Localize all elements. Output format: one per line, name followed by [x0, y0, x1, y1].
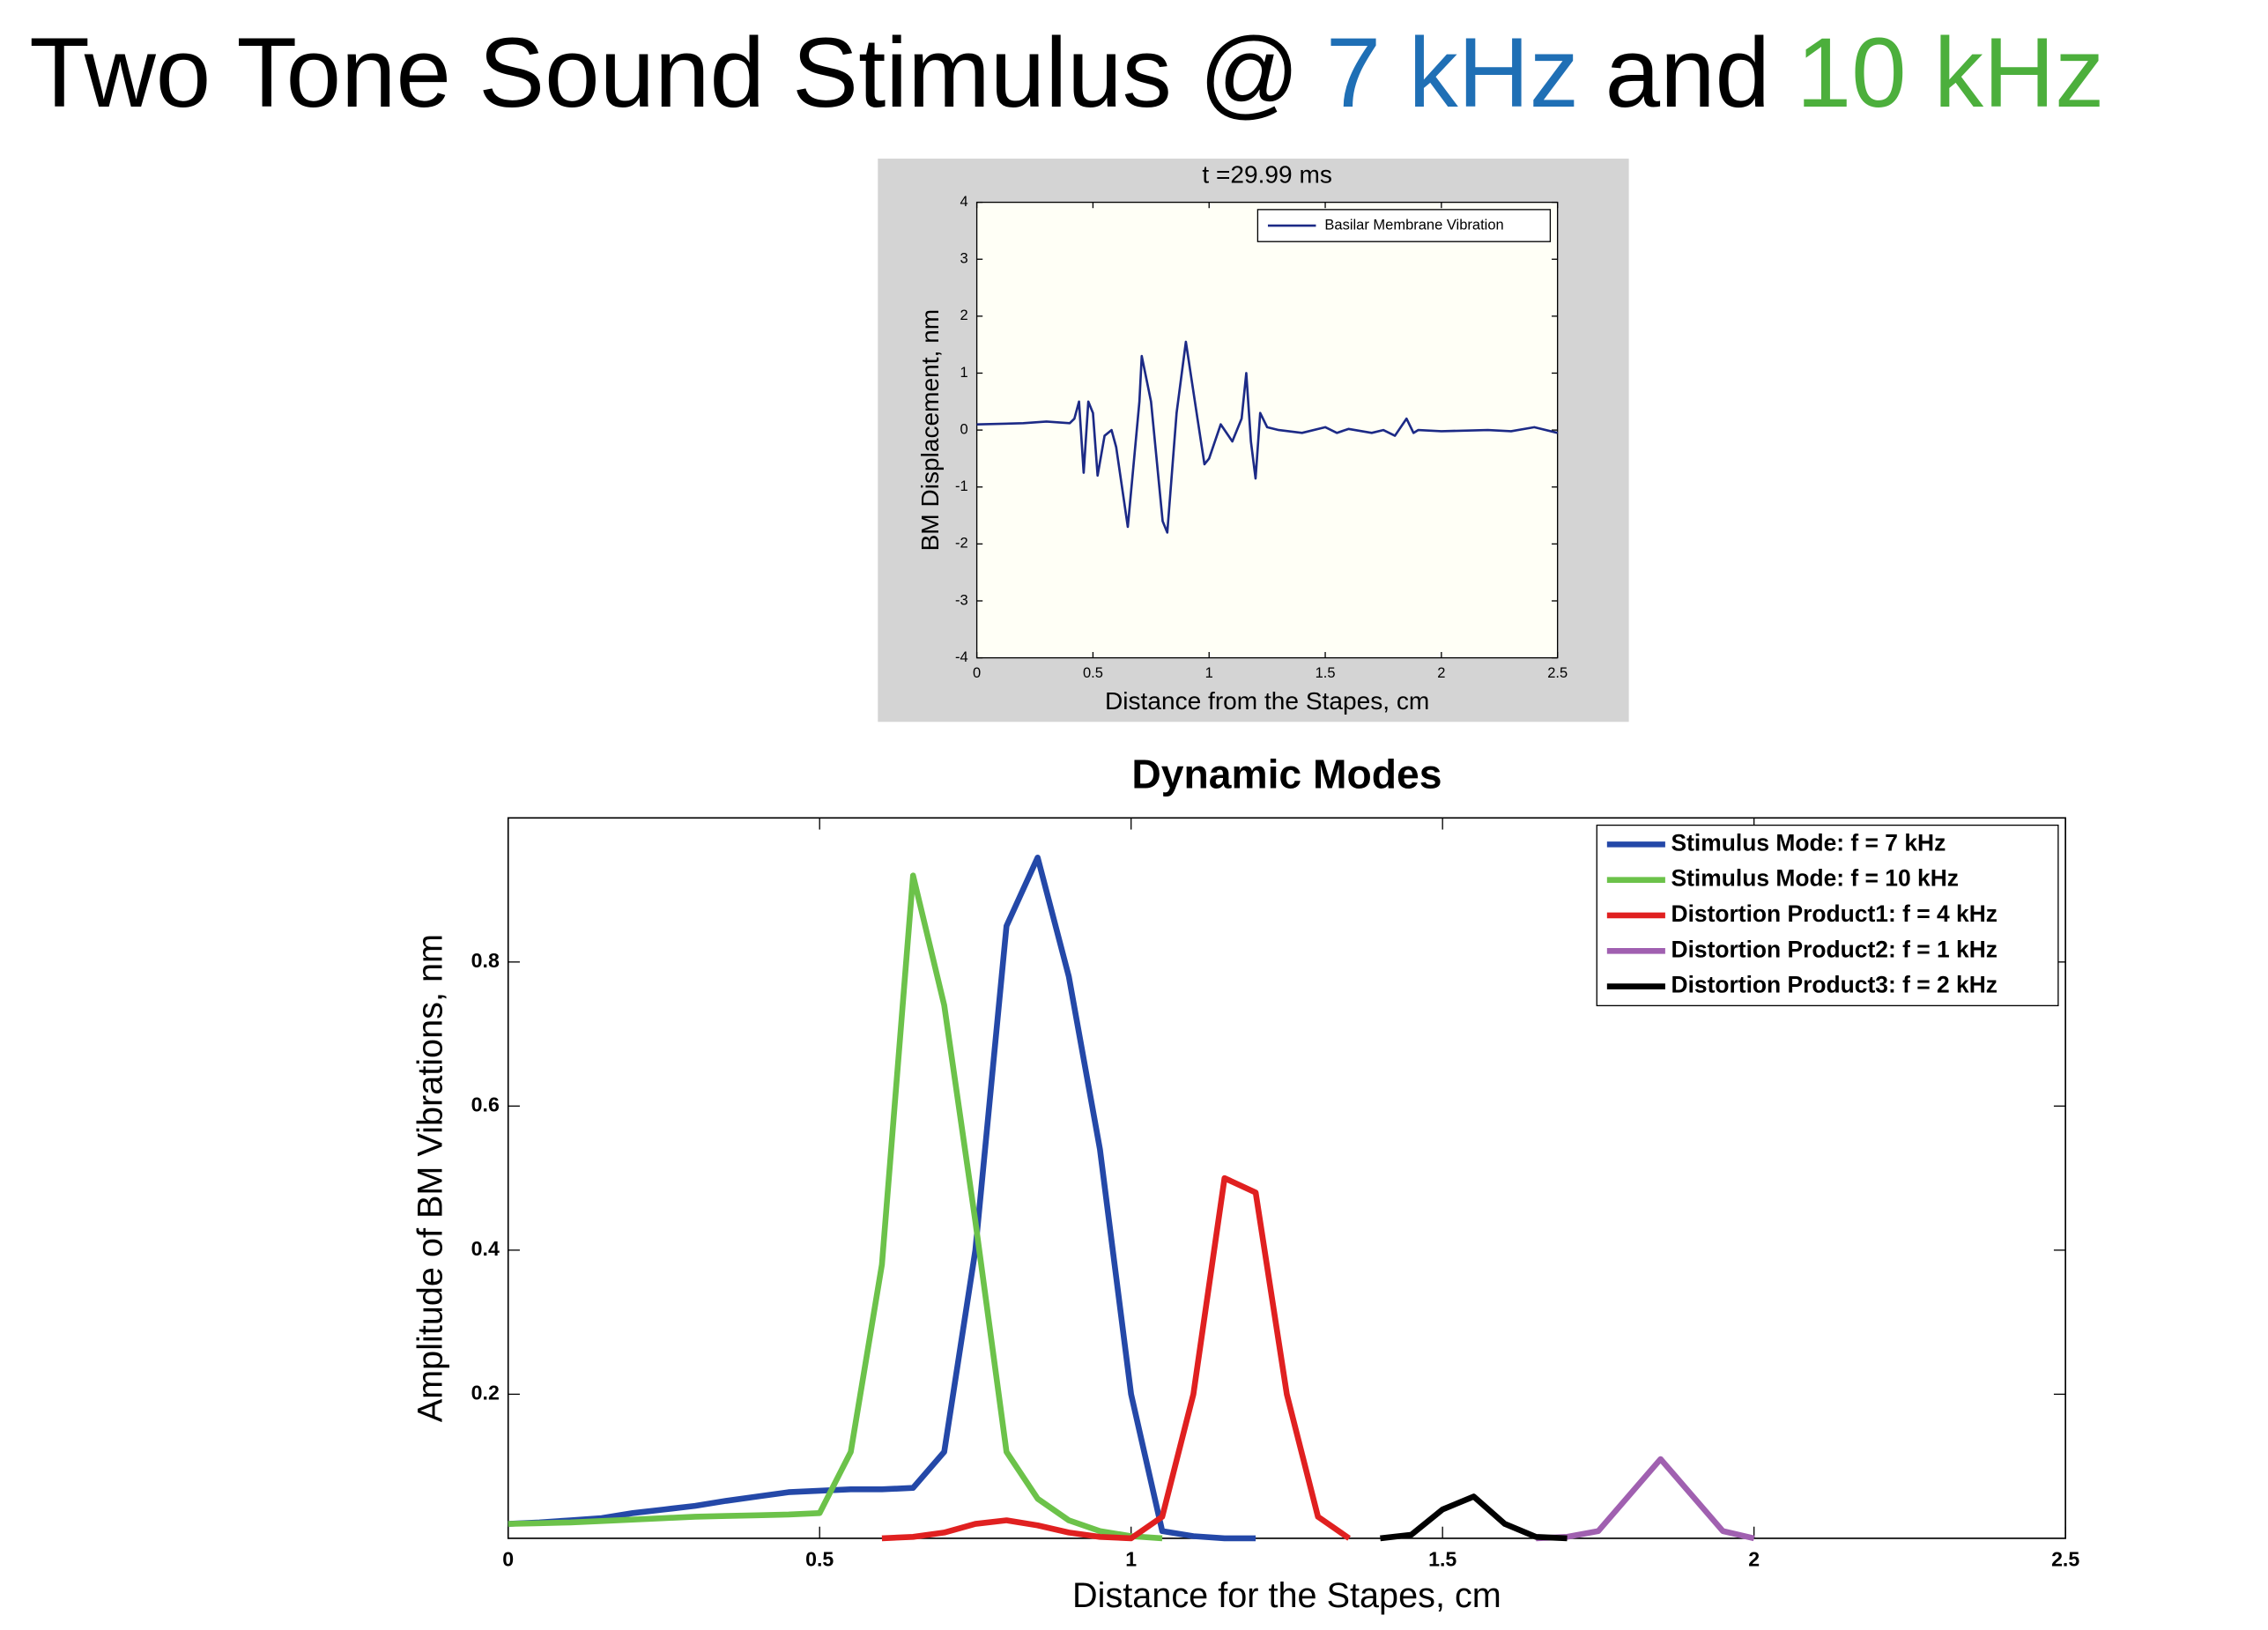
series-line: [508, 872, 1163, 1542]
y-tick-label: -3: [955, 592, 968, 608]
y-tick-label: 0.4: [471, 1237, 500, 1260]
x-tick-label: 2: [1437, 665, 1445, 681]
x-tick-label: 0.5: [1083, 665, 1103, 681]
x-axis-label: Distance for the Stapes, cm: [1072, 1576, 1501, 1615]
series-line: [508, 854, 1256, 1542]
title-part: and: [1605, 17, 1770, 128]
x-tick-label: 1.5: [1316, 665, 1336, 681]
y-tick-label: 0: [960, 421, 968, 437]
x-tick-label: 0.5: [805, 1547, 834, 1570]
legend-label: Stimulus Mode: f = 7 kHz: [1671, 829, 1946, 856]
legend-box: [1596, 824, 2059, 1007]
series-line: [976, 340, 1558, 534]
y-tick-label: 4: [960, 194, 968, 210]
title-part: Two Tone Sound Stimulus @: [29, 17, 1300, 128]
legend-label: Distortion Product3: f = 2 kHz: [1671, 972, 1997, 998]
series-line: [1536, 1456, 1755, 1542]
y-tick-label: 0.8: [471, 949, 500, 972]
chart-title: Dynamic Modes: [1131, 751, 1442, 796]
y-tick-label: 0.6: [471, 1093, 500, 1115]
x-tick-label: 0: [973, 665, 981, 681]
x-tick-label: 2.5: [2051, 1547, 2079, 1570]
legend-label: Distortion Product2: f = 1 kHz: [1671, 936, 1997, 962]
legend-label: Distortion Product1: f = 4 kHz: [1671, 900, 1997, 927]
y-tick-label: -4: [955, 649, 968, 665]
title-part: 10 kHz: [1797, 17, 2105, 128]
series-line: [1380, 1493, 1568, 1542]
y-tick-label: 2: [960, 307, 968, 323]
y-tick-label: 0.2: [471, 1382, 500, 1404]
slide-title: Two Tone Sound Stimulus @7 kHz and 10 kHz: [29, 17, 2104, 128]
x-tick-label: 2.5: [1547, 665, 1568, 681]
x-tick-label: 1: [1205, 665, 1213, 681]
legend-label: Basilar Membrane Vibration: [1324, 217, 1503, 233]
series-line: [881, 1174, 1352, 1542]
legend-label: Stimulus Mode: f = 10 kHz: [1671, 865, 1959, 892]
y-tick-label: -1: [955, 478, 968, 494]
y-tick-label: 3: [960, 251, 968, 267]
y-axis-label: BM Displacement, nm: [916, 309, 944, 552]
x-tick-label: 1: [1125, 1547, 1137, 1570]
x-tick-label: 2: [1748, 1547, 1760, 1570]
x-tick-label: 0: [502, 1547, 514, 1570]
y-tick-label: -2: [955, 536, 968, 552]
y-axis-label: Amplitude of BM Vibrations, nm: [411, 934, 449, 1422]
x-axis-label: Distance from the Stapes, cm: [1105, 687, 1429, 715]
y-tick-label: 1: [960, 365, 968, 381]
title-part: 7 kHz: [1326, 17, 1579, 128]
chart-title: t =29.99 ms: [1202, 160, 1332, 188]
x-tick-label: 1.5: [1428, 1547, 1456, 1570]
